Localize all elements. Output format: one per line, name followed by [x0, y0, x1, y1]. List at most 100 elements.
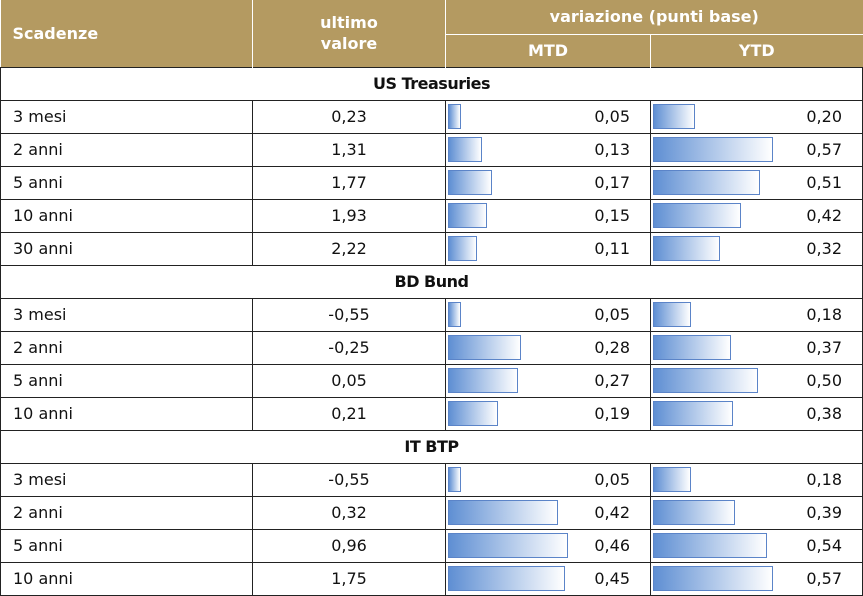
data-row: 30 anni 2,22 0,11 0,32 — [0, 231, 863, 266]
ytd-value: 0,57 — [806, 140, 842, 159]
data-row: 10 anni 1,75 0,45 0,57 — [0, 561, 863, 596]
maturity-label: 2 anni — [0, 330, 253, 365]
ytd-bar — [653, 367, 759, 393]
mtd-value: 0,27 — [594, 371, 630, 390]
last-value: 0,21 — [252, 396, 446, 431]
data-row: 5 anni 0,05 0,27 0,50 — [0, 363, 863, 398]
maturity-label: 3 mesi — [0, 462, 253, 497]
last-value: -0,55 — [252, 297, 446, 332]
last-value: -0,55 — [252, 462, 446, 497]
last-value: 1,93 — [252, 198, 446, 233]
mtd-cell: 0,27 — [445, 363, 651, 398]
maturity-label: 10 anni — [0, 561, 253, 596]
maturity-label: 2 anni — [0, 132, 253, 167]
mtd-cell: 0,17 — [445, 165, 651, 200]
mtd-value: 0,17 — [594, 173, 630, 192]
section-title: IT BTP — [0, 429, 863, 464]
mtd-value: 0,05 — [594, 107, 630, 126]
table-body: US Treasuries 3 mesi 0,23 0,05 0,20 2 anni 1,3… — [0, 66, 863, 596]
mtd-cell: 0,05 — [445, 297, 651, 332]
last-value: 1,77 — [252, 165, 446, 200]
mtd-value: 0,05 — [594, 470, 630, 489]
mtd-value: 0,45 — [594, 569, 630, 588]
data-row: 2 anni -0,25 0,28 0,37 — [0, 330, 863, 365]
data-row: 3 mesi -0,55 0,05 0,18 — [0, 297, 863, 332]
mtd-cell: 0,15 — [445, 198, 651, 233]
maturity-label: 5 anni — [0, 165, 253, 200]
mtd-bar — [448, 202, 488, 228]
ytd-cell: 0,38 — [650, 396, 863, 431]
ytd-cell: 0,57 — [650, 561, 863, 596]
ytd-cell: 0,32 — [650, 231, 863, 266]
maturity-label: 3 mesi — [0, 99, 253, 134]
ytd-cell: 0,18 — [650, 297, 863, 332]
table-header: Scadenze ultimo variazione (punti base) … — [0, 0, 863, 67]
mtd-bar — [448, 400, 498, 426]
mtd-cell: 0,05 — [445, 462, 651, 497]
mtd-bar — [448, 565, 566, 591]
mtd-bar — [448, 499, 558, 525]
mtd-cell: 0,45 — [445, 561, 651, 596]
section-row: IT BTP — [0, 429, 863, 464]
ytd-value: 0,57 — [806, 569, 842, 588]
maturity-label: 5 anni — [0, 363, 253, 398]
data-row: 3 mesi 0,23 0,05 0,20 — [0, 99, 863, 134]
mtd-value: 0,15 — [594, 206, 630, 225]
ytd-value: 0,38 — [806, 404, 842, 423]
last-value: 2,22 — [252, 231, 446, 266]
ytd-cell: 0,51 — [650, 165, 863, 200]
ytd-bar — [653, 499, 736, 525]
mtd-bar — [448, 367, 519, 393]
mtd-bar — [448, 532, 568, 558]
maturity-label: 10 anni — [0, 198, 253, 233]
mtd-value: 0,11 — [594, 239, 630, 258]
ytd-value: 0,54 — [806, 536, 842, 555]
mtd-bar — [448, 334, 522, 360]
ytd-bar — [653, 235, 721, 261]
ytd-value: 0,32 — [806, 239, 842, 258]
mtd-value: 0,19 — [594, 404, 630, 423]
ytd-bar — [653, 532, 767, 558]
header-maturity: Scadenze — [0, 0, 253, 67]
header-last-value: ultimo — [252, 0, 446, 34]
mtd-cell: 0,19 — [445, 396, 651, 431]
ytd-cell: 0,57 — [650, 132, 863, 167]
mtd-bar — [448, 466, 462, 492]
last-value: 0,05 — [252, 363, 446, 398]
ytd-value: 0,51 — [806, 173, 842, 192]
data-row: 2 anni 0,32 0,42 0,39 — [0, 495, 863, 530]
ytd-bar — [653, 565, 773, 591]
ytd-value: 0,20 — [806, 107, 842, 126]
last-value: 0,32 — [252, 495, 446, 530]
data-row: 2 anni 1,31 0,13 0,57 — [0, 132, 863, 167]
ytd-cell: 0,50 — [650, 363, 863, 398]
ytd-cell: 0,54 — [650, 528, 863, 563]
header-ytd: YTD — [650, 33, 863, 67]
mtd-bar — [448, 136, 482, 162]
section-row: BD Bund — [0, 264, 863, 299]
mtd-bar — [448, 103, 462, 129]
mtd-cell: 0,28 — [445, 330, 651, 365]
ytd-value: 0,39 — [806, 503, 842, 522]
mtd-cell: 0,46 — [445, 528, 651, 563]
mtd-cell: 0,05 — [445, 99, 651, 134]
data-row: 10 anni 1,93 0,15 0,42 — [0, 198, 863, 233]
ytd-bar — [653, 400, 733, 426]
header-mtd: MTD — [445, 33, 651, 67]
ytd-bar — [653, 169, 761, 195]
last-value: 1,31 — [252, 132, 446, 167]
mtd-cell: 0,42 — [445, 495, 651, 530]
ytd-cell: 0,42 — [650, 198, 863, 233]
mtd-bar — [448, 169, 493, 195]
maturity-label: 30 anni — [0, 231, 253, 266]
ytd-bar — [653, 202, 742, 228]
data-row: 5 anni 1,77 0,17 0,51 — [0, 165, 863, 200]
mtd-value: 0,13 — [594, 140, 630, 159]
ytd-cell: 0,39 — [650, 495, 863, 530]
last-value: -0,25 — [252, 330, 446, 365]
mtd-cell: 0,13 — [445, 132, 651, 167]
ytd-value: 0,18 — [806, 470, 842, 489]
data-row: 3 mesi -0,55 0,05 0,18 — [0, 462, 863, 497]
